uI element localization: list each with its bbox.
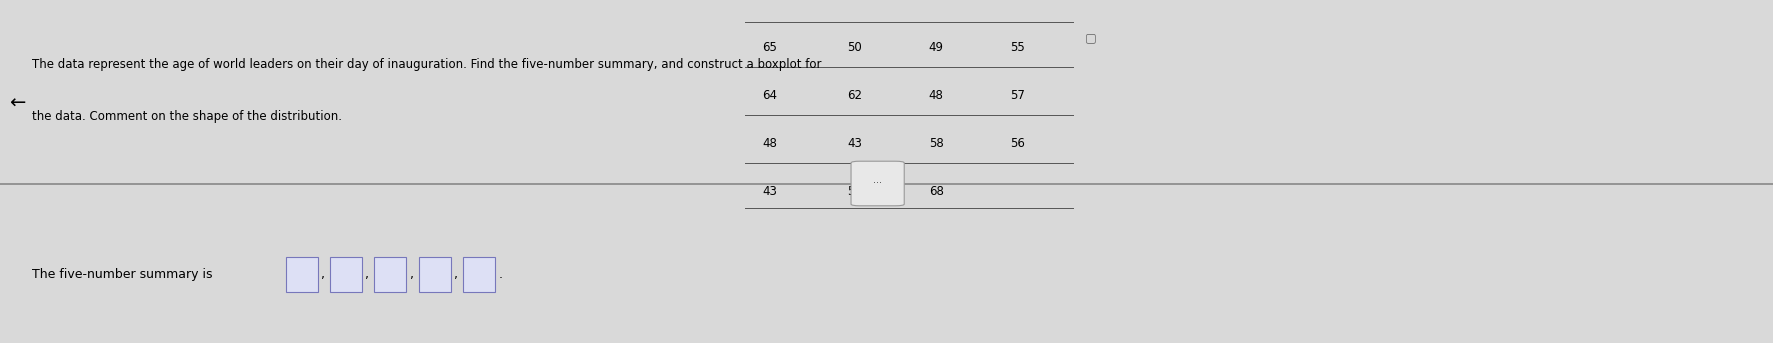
Text: 43: 43 (847, 137, 862, 150)
Text: ▢: ▢ (1085, 31, 1097, 44)
Text: 49: 49 (929, 41, 943, 54)
Text: the data. Comment on the shape of the distribution.: the data. Comment on the shape of the di… (32, 110, 342, 123)
Text: 68: 68 (929, 185, 943, 198)
Text: The five-number summary is: The five-number summary is (32, 268, 216, 281)
Text: 57: 57 (847, 185, 862, 198)
Text: 50: 50 (847, 41, 862, 54)
FancyBboxPatch shape (851, 161, 904, 206)
Text: ···: ··· (872, 178, 883, 189)
Text: 62: 62 (847, 89, 862, 102)
Text: 58: 58 (929, 137, 943, 150)
Text: ,: , (410, 268, 413, 281)
FancyBboxPatch shape (374, 257, 406, 292)
FancyBboxPatch shape (463, 257, 495, 292)
Text: 48: 48 (929, 89, 943, 102)
Text: ,: , (454, 268, 457, 281)
Text: 48: 48 (762, 137, 777, 150)
Text: ,: , (321, 268, 324, 281)
FancyBboxPatch shape (285, 257, 317, 292)
Text: .: . (498, 268, 502, 281)
Text: ←: ← (9, 93, 25, 113)
Text: 65: 65 (762, 41, 777, 54)
Text: 43: 43 (762, 185, 777, 198)
FancyBboxPatch shape (418, 257, 450, 292)
Text: 64: 64 (762, 89, 777, 102)
Text: 57: 57 (1011, 89, 1025, 102)
Text: 55: 55 (1011, 41, 1025, 54)
FancyBboxPatch shape (330, 257, 362, 292)
Text: 56: 56 (1011, 137, 1025, 150)
Text: ,: , (365, 268, 369, 281)
Text: The data represent the age of world leaders on their day of inauguration. Find t: The data represent the age of world lead… (32, 58, 821, 71)
